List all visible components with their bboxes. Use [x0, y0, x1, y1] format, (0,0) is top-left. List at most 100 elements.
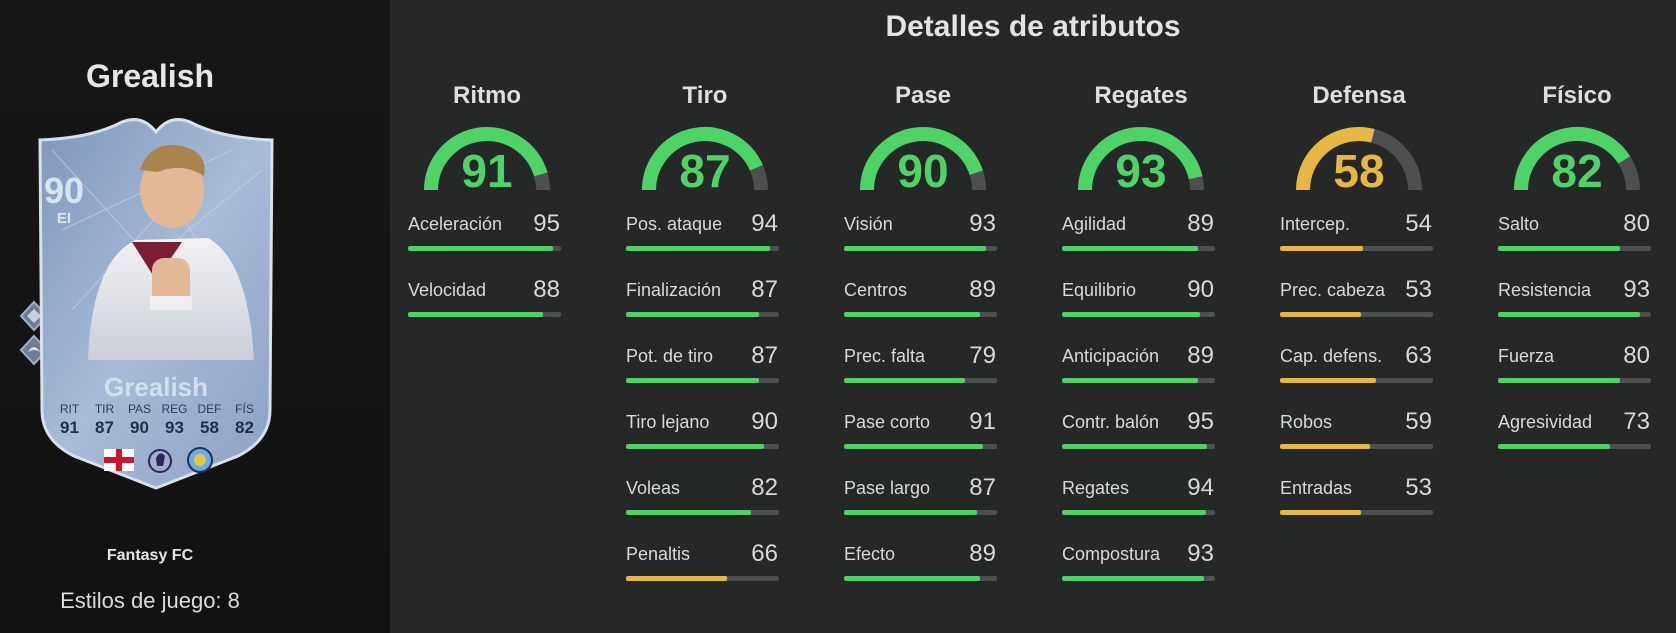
category-1: Tiro 87 Pos. ataque 94 Finalización 87 Pot. de… [626, 78, 784, 602]
category-name: Tiro [682, 82, 728, 109]
attribute-bar [626, 510, 779, 515]
attribute-name: Regates [1062, 478, 1130, 498]
category-name: Pase [894, 82, 952, 109]
gauge-arc-icon [424, 127, 550, 191]
category-value: 91 [461, 145, 513, 197]
attribute-value: 80 [1623, 342, 1650, 369]
card-stat: PAS 90 [122, 402, 157, 438]
attribute-name: Visión [844, 214, 893, 234]
attribute-name: Robos [1280, 412, 1333, 432]
category-2: Pase 90 Visión 93 Centros 89 Prec. falta 79 Pase… [844, 78, 1002, 602]
card-stat: DEF 58 [192, 402, 227, 438]
card-rating: 90 [43, 170, 85, 211]
card-stat-label: TIR [94, 402, 115, 416]
playstyles-count[interactable]: Estilos de juego: 8 [60, 588, 240, 613]
attribute-value: 82 [751, 474, 778, 501]
gauge-fill [1078, 127, 1203, 191]
category-name: Ritmo [453, 82, 521, 109]
attribute-bar-fill [1062, 312, 1200, 317]
card-badges [104, 446, 214, 474]
attribute-name: Cap. defens. [1280, 346, 1383, 366]
category-0: Ritmo 91 Aceleración 95 Velocidad 88 [408, 78, 566, 338]
category-4: Defensa 58 Intercep. 54 Prec. cabeza 53 Cap. d… [1280, 78, 1438, 536]
attribute-row: Contr. balón 95 [1062, 404, 1220, 470]
attribute-value: 93 [969, 210, 996, 237]
category-value: 93 [1115, 145, 1167, 197]
player-card-panel: Grealish [0, 0, 390, 633]
attribute-row: Centros 89 [844, 272, 1002, 338]
attribute-bar-fill [626, 576, 727, 581]
category-value: 87 [679, 145, 731, 197]
gauge-arc-icon [1078, 127, 1204, 191]
attribute-value: 91 [969, 408, 996, 435]
attribute-bar-fill [844, 576, 981, 581]
attribute-bar [1498, 246, 1651, 251]
attribute-value: 53 [1405, 276, 1432, 303]
attribute-value: 89 [1187, 210, 1214, 237]
attribute-details-title: Detalles de atributos [885, 10, 1181, 43]
card-stat-label: FÍS [235, 402, 254, 416]
attribute-row: Velocidad 88 [408, 272, 566, 338]
attribute-bar [626, 246, 779, 251]
gauge-arc-icon [642, 127, 768, 191]
card-type-label: Fantasy FC [106, 547, 194, 564]
attribute-row: Pos. ataque 94 [626, 206, 784, 272]
attribute-name: Centros [844, 280, 908, 300]
attribute-bar-fill [844, 444, 984, 449]
attribute-bar [1280, 444, 1433, 449]
card-player-name: Grealish [103, 372, 209, 402]
attribute-bar-fill [1498, 246, 1621, 251]
attribute-name: Agresividad [1498, 412, 1593, 432]
attribute-value: 95 [1187, 408, 1214, 435]
card-stat-value: 58 [200, 418, 219, 437]
category-name: Regates [1094, 82, 1188, 109]
card-background-icon [38, 118, 274, 490]
category-gauge: 90 [844, 118, 1002, 198]
card-stat-value: 87 [95, 418, 114, 437]
category-gauge: 82 [1498, 118, 1656, 198]
attribute-bar [844, 312, 997, 317]
gauge-fill [1296, 127, 1375, 191]
card-stats-row: RIT 91 TIR 87 PAS 90 REG 93 DEF 58 FÍS 8… [52, 402, 262, 438]
attribute-value: 88 [533, 276, 560, 303]
gauge-arc-icon [1514, 127, 1640, 191]
card-stat: RIT 91 [52, 402, 87, 438]
manchester-city-icon [187, 447, 213, 473]
attribute-list: Intercep. 54 Prec. cabeza 53 Cap. defens. 63 R… [1280, 206, 1438, 536]
attribute-bar-fill [844, 378, 965, 383]
attribute-bar [1498, 312, 1651, 317]
attribute-name: Aceleración [408, 214, 503, 234]
category-value: 90 [897, 145, 949, 197]
attribute-name: Penaltis [626, 544, 691, 564]
attribute-value: 95 [533, 210, 560, 237]
attribute-bar [1280, 378, 1433, 383]
attribute-bar [844, 246, 997, 251]
card-stat-label: REG [161, 402, 188, 416]
attribute-bar [844, 576, 997, 581]
category-gauge: 87 [626, 118, 784, 198]
attribute-value: 90 [751, 408, 778, 435]
attribute-bar-fill [626, 246, 770, 251]
attribute-row: Entradas 53 [1280, 470, 1438, 536]
attribute-name: Resistencia [1498, 280, 1592, 300]
attribute-row: Finalización 87 [626, 272, 784, 338]
attribute-row: Visión 93 [844, 206, 1002, 272]
attribute-row: Aceleración 95 [408, 206, 566, 272]
gauge-fill [642, 127, 763, 191]
player-card[interactable]: 90 EI Grealish RIT 91 TIR 87 PAS 90 REG … [32, 110, 280, 490]
attribute-row: Agresividad 73 [1498, 404, 1656, 470]
attribute-bar-fill [626, 378, 760, 383]
attribute-row: Agilidad 89 [1062, 206, 1220, 272]
attribute-name: Anticipación [1062, 346, 1160, 366]
attribute-bar [844, 444, 997, 449]
attribute-bar-fill [626, 312, 760, 317]
attribute-bar [1062, 576, 1215, 581]
attribute-name: Agilidad [1062, 214, 1127, 234]
attribute-value: 54 [1405, 210, 1432, 237]
attribute-value: 94 [751, 210, 778, 237]
attribute-name: Salto [1498, 214, 1540, 234]
attribute-row: Pase largo 87 [844, 470, 1002, 536]
attribute-bar-fill [1280, 444, 1371, 449]
attribute-bar [1062, 312, 1215, 317]
attribute-value: 90 [1187, 276, 1214, 303]
